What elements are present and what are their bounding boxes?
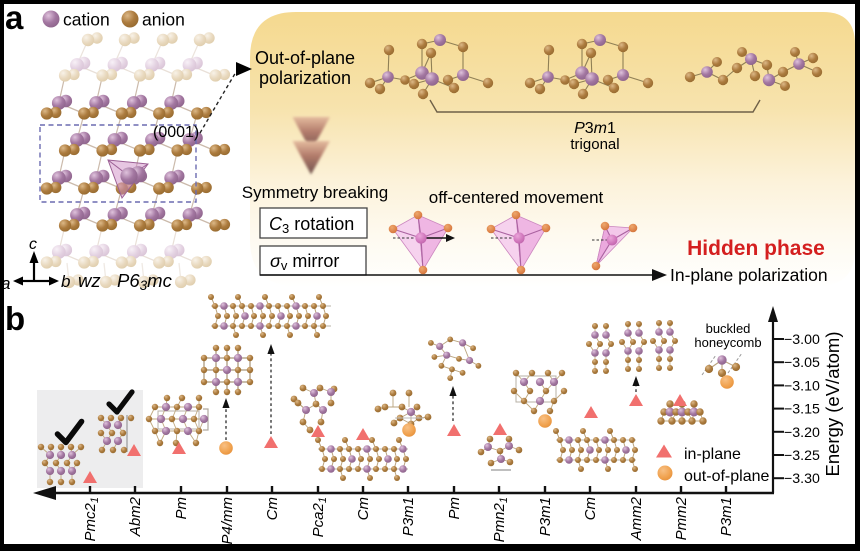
svg-text:−3.25: −3.25 bbox=[784, 448, 820, 464]
svg-text:P3m1: P3m1 bbox=[400, 497, 417, 536]
svg-text:Cm: Cm bbox=[582, 497, 599, 520]
svg-text:Pca21: Pca21 bbox=[310, 497, 329, 537]
svg-text:anion: anion bbox=[142, 10, 185, 30]
svg-text:in-plane: in-plane bbox=[684, 446, 741, 463]
svg-text:a: a bbox=[5, 0, 24, 36]
svg-text:wz: wz bbox=[78, 270, 101, 291]
svg-text:Pm: Pm bbox=[173, 497, 190, 520]
svg-text:(0001): (0001) bbox=[153, 124, 199, 141]
svg-text:σv mirror: σv mirror bbox=[270, 251, 339, 273]
svg-text:off-centered movement: off-centered movement bbox=[429, 188, 604, 207]
svg-text:Hidden phase: Hidden phase bbox=[687, 237, 825, 260]
svg-text:C3 rotation: C3 rotation bbox=[269, 214, 354, 236]
svg-text:P63mc: P63mc bbox=[117, 270, 173, 293]
svg-text:Pm: Pm bbox=[446, 497, 463, 520]
svg-text:polarization: polarization bbox=[259, 68, 351, 88]
svg-text:−3.00: −3.00 bbox=[784, 332, 820, 348]
svg-text:Pmm2: Pmm2 bbox=[673, 496, 690, 540]
svg-text:−3.20: −3.20 bbox=[784, 425, 820, 441]
svg-text:P3m1: P3m1 bbox=[718, 497, 735, 536]
svg-text:P4/mm: P4/mm bbox=[219, 497, 236, 545]
svg-text:Energy (eV/atom): Energy (eV/atom) bbox=[822, 332, 843, 477]
svg-text:Cm: Cm bbox=[264, 497, 281, 520]
svg-text:out-of-plane: out-of-plane bbox=[684, 468, 769, 485]
svg-text:cation: cation bbox=[63, 10, 110, 30]
svg-text:b: b bbox=[5, 300, 25, 337]
svg-text:Abm2: Abm2 bbox=[127, 496, 144, 537]
svg-text:b: b bbox=[61, 272, 70, 291]
svg-text:−3.15: −3.15 bbox=[784, 402, 820, 418]
svg-text:Amm2: Amm2 bbox=[628, 496, 645, 541]
svg-text:trigonal: trigonal bbox=[570, 136, 619, 153]
svg-text:buckled: buckled bbox=[706, 321, 751, 336]
svg-text:P3m1: P3m1 bbox=[574, 120, 616, 137]
svg-text:−3.05: −3.05 bbox=[784, 355, 820, 371]
svg-text:−3.10: −3.10 bbox=[784, 378, 820, 394]
svg-text:Symmetry breaking: Symmetry breaking bbox=[242, 183, 388, 202]
svg-text:P3m1: P3m1 bbox=[537, 497, 554, 536]
svg-text:In-plane polarization: In-plane polarization bbox=[670, 265, 828, 285]
svg-text:a: a bbox=[1, 274, 10, 293]
svg-text:Pmc21: Pmc21 bbox=[82, 497, 101, 541]
svg-text:c: c bbox=[29, 236, 37, 253]
svg-text:honeycomb: honeycomb bbox=[694, 335, 761, 350]
svg-text:Out-of-plane: Out-of-plane bbox=[255, 48, 355, 68]
svg-text:Cm: Cm bbox=[355, 497, 372, 520]
svg-text:Pmn21: Pmn21 bbox=[491, 497, 510, 542]
svg-text:−3.30: −3.30 bbox=[784, 471, 820, 487]
